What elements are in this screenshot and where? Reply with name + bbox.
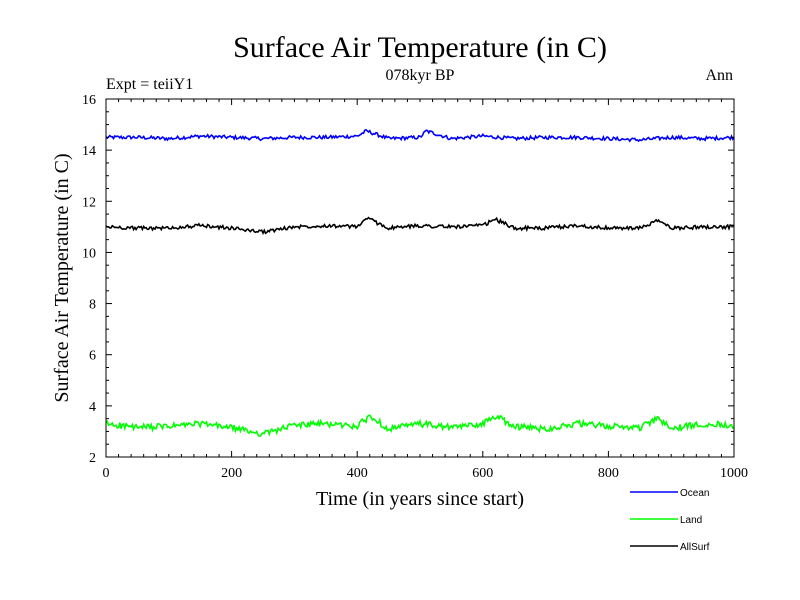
plot-frame	[105, 98, 735, 458]
series-line-allsurf	[105, 216, 735, 236]
x-tick-label: 200	[221, 466, 242, 481]
y-tick-label: 6	[89, 349, 96, 364]
chart-subtitle: 078kyr BP	[386, 67, 455, 84]
axis-ticks: 0 200 400 600 800 1000 2 4 6 8 10 12 14 16	[82, 93, 748, 481]
y-tick-label: 16	[82, 93, 96, 108]
x-tick-label: 400	[347, 466, 368, 481]
y-tick-label: 2	[89, 451, 96, 466]
y-tick-label: 8	[89, 298, 96, 313]
legend: Ocean Land AllSurf	[630, 488, 710, 553]
y-tick-label: 12	[82, 195, 96, 210]
legend-label-land: Land	[680, 515, 702, 526]
y-tick-label: 4	[89, 400, 96, 415]
x-axis-label: Time (in years since start)	[316, 488, 524, 510]
legend-label-ocean: Ocean	[680, 488, 709, 499]
series-line-ocean	[105, 128, 735, 143]
y-axis-label: Surface Air Temperature (in C)	[51, 153, 73, 402]
experiment-label: Expt = teiiY1	[106, 76, 193, 93]
series-line-land	[105, 414, 735, 438]
x-tick-label: 600	[472, 466, 493, 481]
season-label: Ann	[705, 67, 733, 84]
x-tick-label: 1000	[720, 466, 748, 481]
y-tick-label: 10	[82, 246, 96, 261]
x-tick-label: 0	[103, 466, 110, 481]
y-tick-label: 14	[82, 144, 96, 159]
x-tick-label: 800	[598, 466, 619, 481]
legend-label-allsurf: AllSurf	[680, 542, 710, 553]
chart-title: Surface Air Temperature (in C)	[233, 31, 607, 64]
series-layer	[105, 128, 735, 438]
